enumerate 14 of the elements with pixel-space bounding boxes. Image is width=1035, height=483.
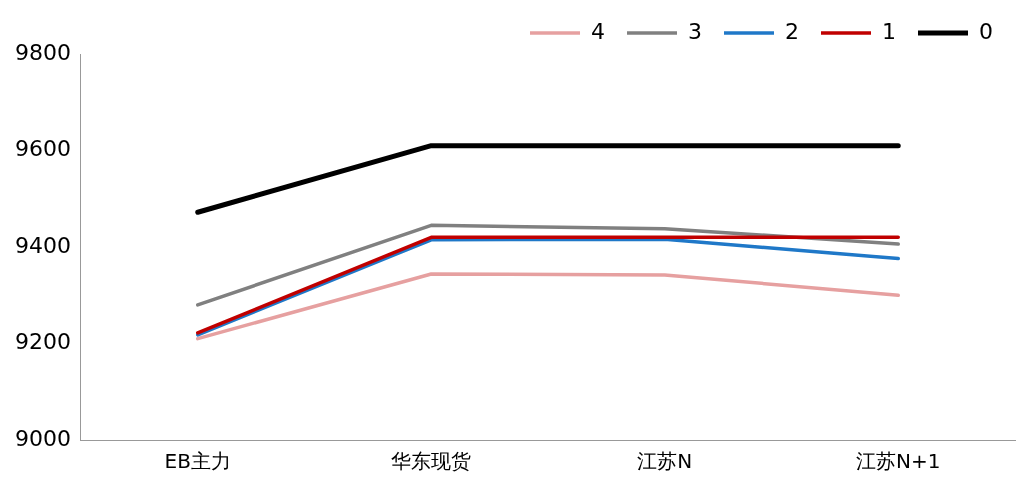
legend-label: 4	[591, 18, 606, 44]
y-tick-label: 9800	[14, 39, 71, 65]
legend-label: 1	[882, 18, 897, 44]
x-tick-label: EB主力	[164, 449, 231, 474]
y-tick-label: 9400	[14, 232, 71, 258]
y-tick-label: 9600	[14, 136, 71, 162]
legend-label: 0	[979, 18, 993, 44]
y-tick-label: 9200	[14, 329, 71, 355]
legend-label: 2	[785, 18, 800, 44]
x-tick-label: 江苏N	[637, 449, 693, 474]
x-tick-label: 江苏N+1	[856, 449, 941, 474]
y-tick-label: 9000	[14, 425, 71, 451]
x-tick-label: 华东现货	[391, 449, 472, 474]
legend-label: 3	[688, 18, 703, 44]
